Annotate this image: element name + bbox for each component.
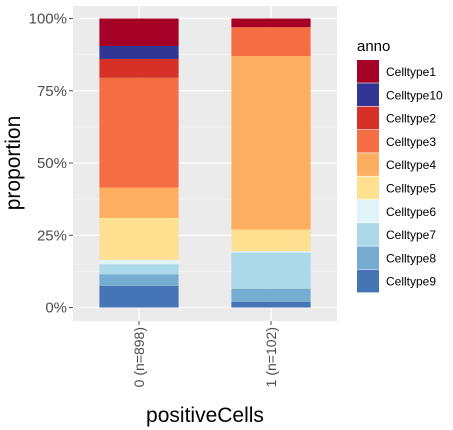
bar-segment-celltype1 — [231, 18, 311, 28]
legend-key-celltype6 — [357, 199, 379, 223]
y-tick-label: 75% — [37, 83, 67, 100]
legend-label-celltype3: Celltype3 — [386, 135, 436, 149]
legend-title: anno — [357, 38, 390, 55]
legend-label-celltype1: Celltype1 — [386, 65, 436, 79]
bars — [99, 18, 311, 308]
legend-label-celltype8: Celltype8 — [386, 251, 436, 265]
bar-segment-celltype1 — [99, 18, 179, 46]
bar-segment-celltype5 — [231, 229, 311, 252]
bar-segment-celltype6 — [99, 259, 179, 265]
legend-key-celltype1 — [357, 60, 379, 83]
bar-segment-celltype6 — [231, 251, 311, 253]
x-tick-label: 1 (n=102) — [263, 327, 279, 387]
bar-segment-celltype5 — [99, 217, 179, 260]
legend-label-celltype4: Celltype4 — [386, 158, 436, 172]
legend-key-celltype5 — [357, 176, 379, 200]
legend-key-celltype7 — [357, 223, 379, 246]
legend-key-celltype4 — [357, 153, 379, 176]
bar-segment-celltype3 — [231, 27, 311, 57]
legend: anno Celltype1 Celltype10 Celltype2 Celltyp… — [357, 38, 443, 293]
bar-segment-celltype7 — [99, 264, 179, 275]
bar-segment-celltype4 — [231, 56, 311, 230]
bar-segment-celltype2 — [99, 58, 179, 78]
bar-segment-celltype10 — [99, 45, 179, 59]
bar-segment-celltype7 — [231, 252, 311, 289]
y-tick-label: 25% — [37, 227, 67, 244]
bar-segment-celltype3 — [99, 77, 179, 188]
bar-segment-celltype8 — [231, 288, 311, 302]
y-axis-ticks: 0% 25% 50% 75% 100% — [29, 11, 73, 317]
bar-segment-celltype9 — [99, 285, 179, 308]
legend-key-celltype9 — [357, 269, 379, 293]
legend-label-celltype6: Celltype6 — [386, 205, 436, 219]
bar-segment-celltype4 — [99, 187, 179, 218]
y-tick-label: 100% — [29, 11, 67, 28]
legend-key-celltype10 — [357, 83, 379, 106]
x-axis-ticks: 0 (n=898) 1 (n=102) — [131, 321, 279, 387]
bar-segment-celltype8 — [99, 274, 179, 286]
legend-label-celltype10: Celltype10 — [386, 88, 443, 102]
legend-key-celltype3 — [357, 129, 379, 153]
legend-label-celltype2: Celltype2 — [386, 112, 436, 126]
y-tick-label: 0% — [45, 300, 67, 317]
x-axis-title: positiveCells — [146, 404, 264, 427]
legend-label-celltype9: Celltype9 — [386, 275, 436, 289]
legend-key-celltype8 — [357, 246, 379, 270]
legend-label-celltype5: Celltype5 — [386, 181, 436, 195]
bar-segment-celltype9 — [231, 301, 311, 308]
x-tick-label: 0 (n=898) — [131, 327, 147, 387]
y-axis-title: proportion — [2, 116, 25, 211]
y-tick-label: 50% — [37, 155, 67, 172]
legend-label-celltype7: Celltype7 — [386, 228, 436, 242]
legend-key-celltype2 — [357, 106, 379, 130]
